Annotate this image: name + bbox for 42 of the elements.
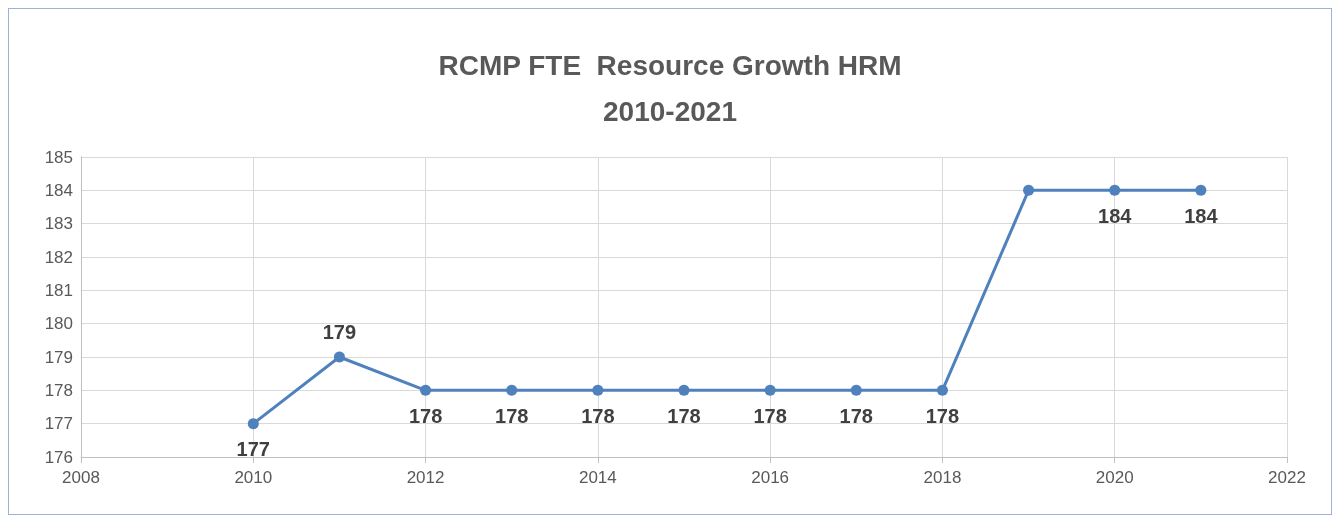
- y-tick-label: 177: [44, 414, 73, 434]
- point: [247, 418, 259, 430]
- point: [592, 384, 604, 396]
- data-label: 178: [753, 404, 787, 427]
- point: [1109, 184, 1121, 196]
- data-label: 178: [581, 404, 615, 427]
- data-label: 178: [495, 404, 529, 427]
- y-tick-label: 178: [44, 380, 73, 400]
- data-label: 178: [925, 404, 960, 427]
- data-label: 177: [236, 438, 270, 461]
- data-label: 178: [408, 404, 443, 427]
- data-label: 178: [839, 404, 873, 427]
- y-tick-label: 179: [44, 347, 73, 367]
- point: [764, 384, 776, 396]
- point: [850, 384, 862, 396]
- y-tick-label: 184: [44, 180, 73, 200]
- data-label: 184: [1184, 204, 1219, 227]
- chart-title: RCMP FTE Resource Growth HRM 2010-2021: [438, 49, 902, 127]
- x-tick-label: 2008: [62, 468, 100, 487]
- y-tick-label: 185: [44, 147, 73, 167]
- x-tick-label: 2020: [1095, 468, 1134, 487]
- y-tick-label: 182: [44, 247, 73, 267]
- data-label: 178: [667, 404, 701, 427]
- data-label: 184: [1098, 204, 1133, 227]
- y-tick-label: 180: [44, 314, 73, 334]
- y-tick-label: 176: [44, 447, 73, 467]
- x-tick-label: 2012: [406, 468, 445, 487]
- point: [678, 384, 690, 396]
- point: [420, 384, 432, 396]
- point: [1023, 184, 1035, 196]
- x-tick-label: 2018: [923, 468, 962, 487]
- x-tick-label: 2016: [751, 468, 790, 487]
- data-label: 179: [322, 320, 357, 343]
- point: [506, 384, 518, 396]
- point: [1195, 184, 1207, 196]
- x-tick-label: 2010: [234, 468, 273, 487]
- point: [333, 351, 345, 363]
- x-tick-label: 2022: [1268, 468, 1306, 487]
- y-tick-label: 183: [44, 214, 73, 234]
- x-tick-label: 2014: [578, 468, 617, 487]
- y-tick-label: 181: [44, 280, 73, 300]
- point: [936, 384, 948, 396]
